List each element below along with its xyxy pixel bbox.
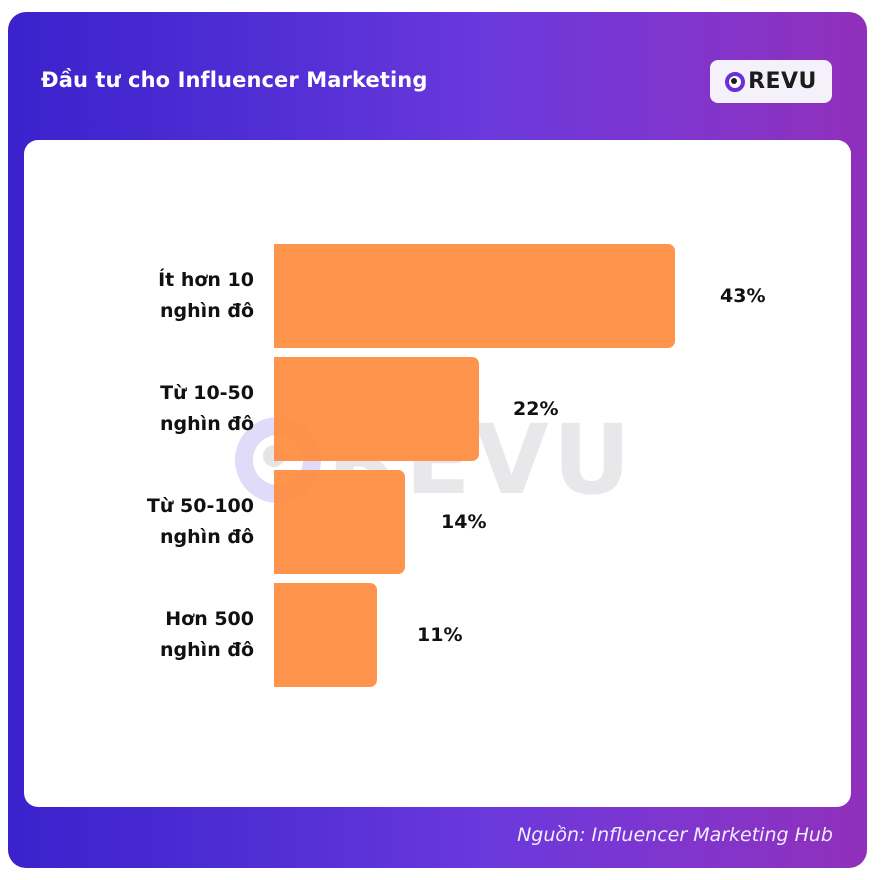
- bar: [274, 470, 405, 574]
- category-label: Từ 50-100 nghìn đô: [147, 491, 254, 553]
- value-label: 22%: [513, 398, 559, 420]
- source-note: Nguồn: Influencer Marketing Hub: [517, 824, 833, 846]
- bar: [274, 583, 377, 687]
- eye-logo-icon: [725, 71, 746, 92]
- category-label: Từ 10-50 nghìn đô: [160, 378, 254, 440]
- bar: [274, 244, 675, 348]
- category-label-line1: Ít hơn 10: [158, 269, 254, 291]
- bar-row: Từ 50-100 nghìn đô 14%: [24, 470, 851, 574]
- category-label-line2: nghìn đô: [160, 413, 254, 435]
- chart-panel: REVU Ít hơn 10 nghìn đô 43% Từ 10-50 ngh…: [24, 140, 851, 807]
- bar: [274, 357, 479, 461]
- bar-row: Từ 10-50 nghìn đô 22%: [24, 357, 851, 461]
- value-label: 43%: [720, 285, 766, 307]
- category-label-line2: nghìn đô: [160, 639, 254, 661]
- value-label: 11%: [417, 624, 463, 646]
- category-label-line1: Hơn 500: [165, 608, 254, 630]
- bar-row: Ít hơn 10 nghìn đô 43%: [24, 244, 851, 348]
- value-label: 14%: [441, 511, 487, 533]
- category-label-line1: Từ 50-100: [146, 495, 254, 517]
- category-label: Hơn 500 nghìn đô: [160, 604, 254, 666]
- chart-title: Đầu tư cho Influencer Marketing: [41, 68, 428, 92]
- category-label-line1: Từ 10-50: [160, 382, 254, 404]
- brand-logo: REVU: [710, 60, 832, 103]
- bar-row: Hơn 500 nghìn đô 11%: [24, 583, 851, 687]
- category-label: Ít hơn 10 nghìn đô: [158, 265, 254, 327]
- category-label-line2: nghìn đô: [160, 526, 254, 548]
- infographic-card: Đầu tư cho Influencer Marketing REVU REV…: [8, 12, 867, 868]
- logo-text: REVU: [748, 69, 817, 94]
- category-label-line2: nghìn đô: [160, 300, 254, 322]
